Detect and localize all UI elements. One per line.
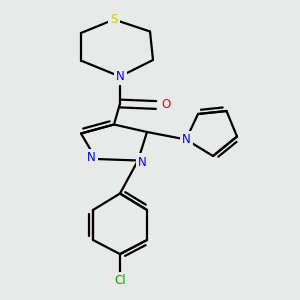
Text: N: N [87,151,96,164]
Text: O: O [161,98,170,112]
Text: N: N [116,70,124,83]
Text: N: N [138,155,147,169]
Text: N: N [182,133,190,146]
Text: S: S [110,13,118,26]
Text: Cl: Cl [114,274,126,287]
